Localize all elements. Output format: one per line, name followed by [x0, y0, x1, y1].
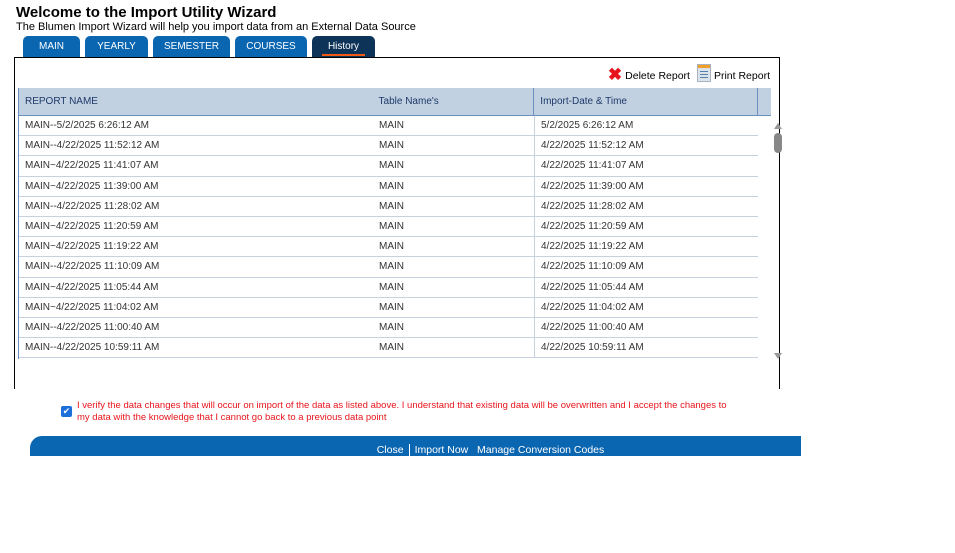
- report-name-cell: MAIN--4/22/2025 11:00:40 AM: [25, 321, 160, 333]
- table-name-cell: MAIN: [379, 120, 404, 131]
- import-date-cell: 5/2/2025 6:26:12 AM: [534, 116, 758, 136]
- table-name-cell: MAIN: [379, 321, 404, 333]
- table-name-cell: MAIN: [379, 140, 404, 152]
- column-header-report-name[interactable]: REPORT NAME: [25, 96, 98, 107]
- table-name-cell: MAIN: [379, 261, 404, 273]
- import-date-cell: 4/22/2025 11:04:02 AM: [534, 297, 758, 317]
- table-row[interactable]: MAIN--4/22/2025 10:59:11 AM MAIN 4/22/2025…: [19, 338, 758, 359]
- table-row[interactable]: MAIN--4/22/2025 11:10:09 AM MAIN 4/22/2025…: [19, 257, 758, 278]
- toolbar: ✖ Delete Report Print Report: [607, 64, 770, 84]
- column-header-table-name[interactable]: Table Name's: [378, 96, 439, 107]
- import-now-button[interactable]: Import Now: [414, 444, 469, 456]
- table-name-cell: MAIN: [379, 160, 404, 172]
- tab-history[interactable]: History: [312, 36, 375, 57]
- table-name-cell: MAIN: [379, 342, 404, 354]
- scroll-down-icon[interactable]: [774, 353, 782, 359]
- tab-label: YEARLY: [97, 41, 136, 52]
- tab-semester[interactable]: SEMESTER: [153, 36, 230, 57]
- import-date-cell: 4/22/2025 11:39:00 AM: [534, 176, 758, 196]
- table-row[interactable]: MAIN~4/22/2025 11:39:00 AM MAIN 4/22/2025 …: [19, 176, 758, 197]
- tab-main[interactable]: MAIN: [23, 36, 80, 57]
- table-name-cell: MAIN: [379, 281, 404, 293]
- close-button[interactable]: Close: [376, 444, 404, 456]
- import-date-cell: 4/22/2025 11:19:22 AM: [534, 237, 758, 257]
- tab-label: MAIN: [39, 41, 64, 52]
- import-date-cell: 4/22/2025 11:41:07 AM: [534, 156, 758, 176]
- tab-yearly[interactable]: YEARLY: [85, 36, 148, 57]
- report-name-cell: MAIN~4/22/2025 11:41:07 AM: [25, 160, 159, 172]
- delete-report-button[interactable]: Delete Report: [625, 70, 690, 82]
- history-panel: ✖ Delete Report Print Report REPORT NAME…: [14, 57, 782, 389]
- import-date-cell: 4/22/2025 11:10:09 AM: [534, 257, 758, 277]
- manage-conversion-codes-button[interactable]: Manage Conversion Codes: [477, 444, 605, 456]
- tab-courses[interactable]: COURSES: [235, 36, 307, 57]
- table-name-cell: MAIN: [379, 200, 404, 212]
- table-row[interactable]: MAIN~4/22/2025 11:05:44 AM MAIN 4/22/2025 …: [19, 277, 758, 298]
- table-name-cell: MAIN: [379, 301, 404, 313]
- import-date-cell: 4/22/2025 11:28:02 AM: [534, 196, 758, 216]
- verify-section: ✔ I verify the data changes that will oc…: [61, 400, 727, 424]
- table-row[interactable]: MAIN~4/22/2025 11:41:07 AM MAIN 4/22/2025 …: [19, 156, 758, 177]
- import-date-cell: 4/22/2025 11:52:12 AM: [534, 136, 758, 156]
- table-name-cell: MAIN: [379, 220, 404, 232]
- table-body: MAIN--5/2/2025 6:26:12 AM MAIN 5/2/2025 6:…: [19, 116, 771, 359]
- report-name-cell: MAIN--5/2/2025 6:26:12 AM: [25, 120, 149, 131]
- report-name-cell: MAIN--4/22/2025 11:52:12 AM: [25, 140, 160, 152]
- tab-label: SEMESTER: [163, 41, 219, 52]
- table-row[interactable]: MAIN--5/2/2025 6:26:12 AM MAIN 5/2/2025 6:…: [19, 116, 758, 137]
- print-report-icon[interactable]: [696, 64, 711, 82]
- scroll-header-spacer: [757, 88, 771, 115]
- import-date-cell: 4/22/2025 10:59:11 AM: [534, 338, 758, 358]
- report-name-cell: MAIN~4/22/2025 11:39:00 AM: [25, 180, 159, 192]
- history-table: REPORT NAME Table Name's Import-Date & T…: [18, 88, 771, 359]
- report-name-cell: MAIN~4/22/2025 11:05:44 AM: [25, 281, 159, 293]
- table-row[interactable]: MAIN--4/22/2025 11:00:40 AM MAIN 4/22/2025…: [19, 317, 758, 339]
- report-name-cell: MAIN~4/22/2025 11:19:22 AM: [25, 241, 159, 253]
- scroll-up-icon[interactable]: [774, 123, 782, 129]
- verify-checkbox[interactable]: ✔: [61, 406, 72, 417]
- delete-icon[interactable]: ✖: [607, 65, 623, 84]
- tab-label: COURSES: [246, 41, 296, 52]
- report-name-cell: MAIN~4/22/2025 11:20:59 AM: [25, 220, 159, 232]
- import-date-cell: 4/22/2025 11:00:40 AM: [534, 317, 758, 338]
- table-header: REPORT NAME Table Name's Import-Date & T…: [19, 88, 771, 116]
- page-subtitle: The Blumen Import Wizard will help you i…: [16, 21, 416, 33]
- import-date-cell: 4/22/2025 11:05:44 AM: [534, 277, 758, 297]
- table-row[interactable]: MAIN--4/22/2025 11:52:12 AM MAIN 4/22/2025…: [19, 136, 758, 157]
- table-row[interactable]: MAIN--4/22/2025 11:28:02 AM MAIN 4/22/2025…: [19, 196, 758, 217]
- verify-text: I verify the data changes that will occu…: [77, 400, 727, 423]
- report-name-cell: MAIN--4/22/2025 11:28:02 AM: [25, 200, 160, 212]
- table-name-cell: MAIN: [379, 241, 404, 253]
- table-row[interactable]: MAIN~4/22/2025 11:19:22 AM MAIN 4/22/2025 …: [19, 237, 758, 258]
- vertical-scrollbar[interactable]: [772, 119, 784, 359]
- print-report-button[interactable]: Print Report: [713, 70, 770, 82]
- import-date-cell: 4/22/2025 11:20:59 AM: [534, 216, 758, 237]
- report-name-cell: MAIN--4/22/2025 10:59:11 AM: [25, 342, 160, 354]
- table-row[interactable]: MAIN~4/22/2025 11:20:59 AM MAIN 4/22/2025 …: [19, 216, 758, 238]
- scrollbar-thumb[interactable]: [774, 133, 782, 153]
- page-title: Welcome to the Import Utility Wizard: [16, 4, 277, 21]
- report-name-cell: MAIN--4/22/2025 11:10:09 AM: [25, 261, 160, 273]
- tab-label: History: [321, 41, 366, 56]
- action-bar: Close Import Now Manage Conversion Codes: [30, 436, 801, 456]
- table-name-cell: MAIN: [379, 180, 404, 192]
- table-row[interactable]: MAIN~4/22/2025 11:04:02 AM MAIN 4/22/2025 …: [19, 297, 758, 318]
- divider: [408, 444, 410, 456]
- report-name-cell: MAIN~4/22/2025 11:04:02 AM: [25, 301, 159, 313]
- column-header-import-date[interactable]: Import-Date & Time: [533, 88, 757, 115]
